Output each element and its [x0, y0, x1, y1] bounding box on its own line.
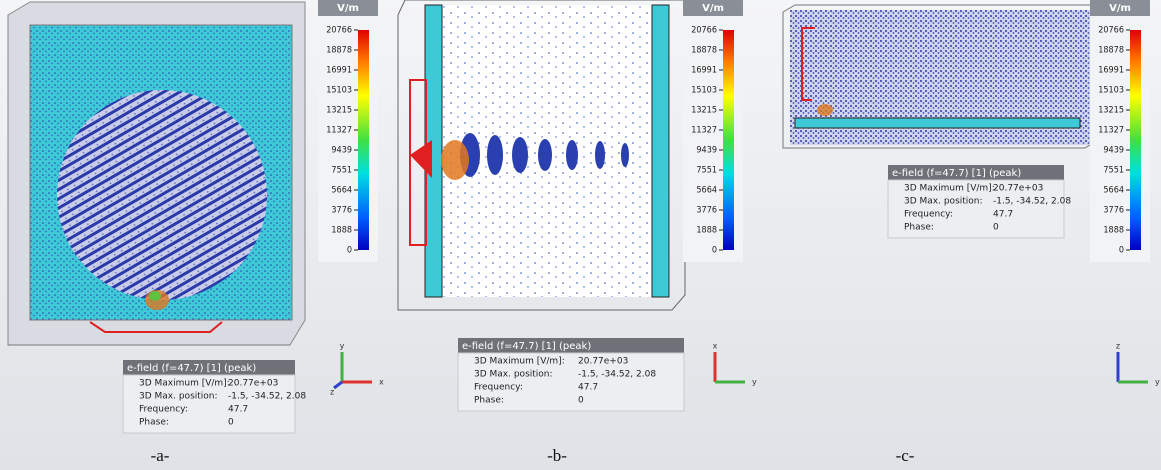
scale-label: 16991	[1098, 65, 1124, 75]
info-value: 47.7	[228, 405, 248, 415]
scale-label: 0	[712, 246, 717, 256]
axis-label: z	[330, 388, 334, 397]
scale-label: 1888	[696, 225, 717, 235]
info-value: -1.5, -34.52, 2.08	[228, 392, 306, 402]
scale-label: 15103	[1098, 85, 1124, 95]
scale-label: 7551	[1103, 166, 1124, 176]
info-value: 47.7	[993, 210, 1013, 220]
axis-label: y	[752, 378, 757, 387]
info-value: 20.77e+03	[993, 184, 1043, 194]
figure: V/m 20766 18878 16991 15103 13215 11327 9439 755…	[0, 0, 1161, 470]
info-label: 3D Max. position:	[139, 392, 218, 402]
info-label: 3D Max. position:	[474, 370, 553, 380]
caption: -a-	[151, 446, 170, 465]
axis-label: y	[1155, 378, 1160, 387]
scale-label: 18878	[326, 46, 352, 56]
axis-label: z	[1116, 342, 1120, 351]
scale-label: 13215	[691, 105, 717, 115]
scale-label: 11327	[1098, 125, 1124, 135]
unit-label: V/m	[337, 3, 359, 14]
caption: -c-	[896, 446, 915, 465]
scale-label: 9439	[1103, 146, 1124, 156]
scale-label: 11327	[326, 125, 352, 135]
info-label: Frequency:	[904, 210, 953, 220]
scale-label: 1888	[1103, 225, 1124, 235]
scale-label: 20766	[1098, 26, 1124, 36]
info-label: Phase:	[474, 396, 504, 406]
colorbar	[723, 30, 734, 250]
scene-c	[783, 5, 1098, 148]
info-label: Phase:	[904, 223, 934, 233]
scale-label: 5664	[1103, 185, 1124, 195]
scale-label: 9439	[696, 146, 717, 156]
scale-label: 16991	[326, 65, 352, 75]
info-title: e-field (f=47.7) [1] (peak)	[127, 363, 256, 374]
scale-label: 0	[1119, 246, 1124, 256]
info-value: 0	[228, 418, 234, 428]
scale-label: 9439	[331, 146, 352, 156]
scale-label: 1888	[331, 225, 352, 235]
info-value: 0	[578, 396, 584, 406]
scale-label: 3776	[696, 205, 717, 215]
info-value: 47.7	[578, 383, 598, 393]
scale-label: 13215	[1098, 105, 1124, 115]
info-label: 3D Maximum [V/m]:	[904, 184, 995, 194]
scale-label: 7551	[331, 166, 352, 176]
scale-label: 3776	[331, 205, 352, 215]
info-label: Phase:	[139, 418, 169, 428]
scale-label: 20766	[326, 26, 352, 36]
info-label: Frequency:	[139, 405, 188, 415]
info-label: 3D Max. position:	[904, 197, 983, 207]
scale-label: 18878	[691, 46, 717, 56]
info-label: 3D Maximum [V/m]:	[474, 357, 565, 367]
info-value: 20.77e+03	[578, 357, 628, 367]
info-title: e-field (f=47.7) [1] (peak)	[892, 168, 1021, 179]
scale-label: 11327	[691, 125, 717, 135]
scene-b	[398, 0, 685, 310]
info-title: e-field (f=47.7) [1] (peak)	[462, 341, 591, 352]
unit-label: V/m	[1109, 3, 1131, 14]
scale-label: 5664	[331, 185, 352, 195]
scale-label: 15103	[326, 85, 352, 95]
scale-label: 20766	[691, 26, 717, 36]
axis-label: x	[713, 342, 718, 351]
scale-label: 15103	[691, 85, 717, 95]
info-value: 0	[993, 223, 999, 233]
info-value: 20.77e+03	[228, 379, 278, 389]
scene-a	[8, 2, 305, 345]
scale-label: 18878	[1098, 46, 1124, 56]
scale-label: 16991	[691, 65, 717, 75]
axis-label: y	[340, 342, 345, 351]
scale-label: 5664	[696, 185, 717, 195]
caption: -b-	[547, 446, 567, 465]
scale-label: 13215	[326, 105, 352, 115]
info-label: 3D Maximum [V/m]:	[139, 379, 230, 389]
scale-label: 3776	[1103, 205, 1124, 215]
scale-label: 7551	[696, 166, 717, 176]
unit-label: V/m	[702, 3, 724, 14]
axis-label: x	[379, 378, 384, 387]
info-value: -1.5, -34.52, 2.08	[993, 197, 1071, 207]
colorbar	[358, 30, 369, 250]
info-label: Frequency:	[474, 383, 523, 393]
scale-label: 0	[347, 246, 352, 256]
info-value: -1.5, -34.52, 2.08	[578, 370, 656, 380]
colorbar	[1130, 30, 1141, 250]
